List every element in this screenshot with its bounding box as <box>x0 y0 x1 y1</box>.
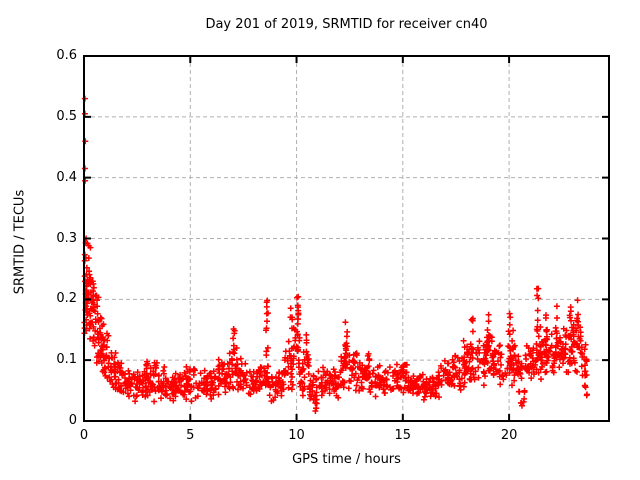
y-tick-label: 0.4 <box>56 169 77 185</box>
y-tick-label: 0.3 <box>56 230 77 246</box>
axis-ticks <box>83 55 609 422</box>
x-tick-label: 5 <box>186 428 195 443</box>
x-tick-label: 10 <box>288 428 305 443</box>
chart-title: Day 201 of 2019, SRMTID for receiver cn4… <box>205 17 488 32</box>
x-tick-label: 20 <box>500 428 518 443</box>
x-tick-label: 15 <box>394 428 412 443</box>
y-tick-label: 0.5 <box>56 108 77 124</box>
x-axis-label: GPS time / hours <box>292 452 401 467</box>
x-tick-label: 0 <box>79 428 89 443</box>
y-tick-label: 0 <box>68 413 77 428</box>
y-tick-label: 0.2 <box>56 291 77 307</box>
scatter-points-srmtid <box>81 95 590 414</box>
y-tick-label: 0.1 <box>56 352 77 368</box>
y-tick-label: 0.6 <box>56 48 77 63</box>
